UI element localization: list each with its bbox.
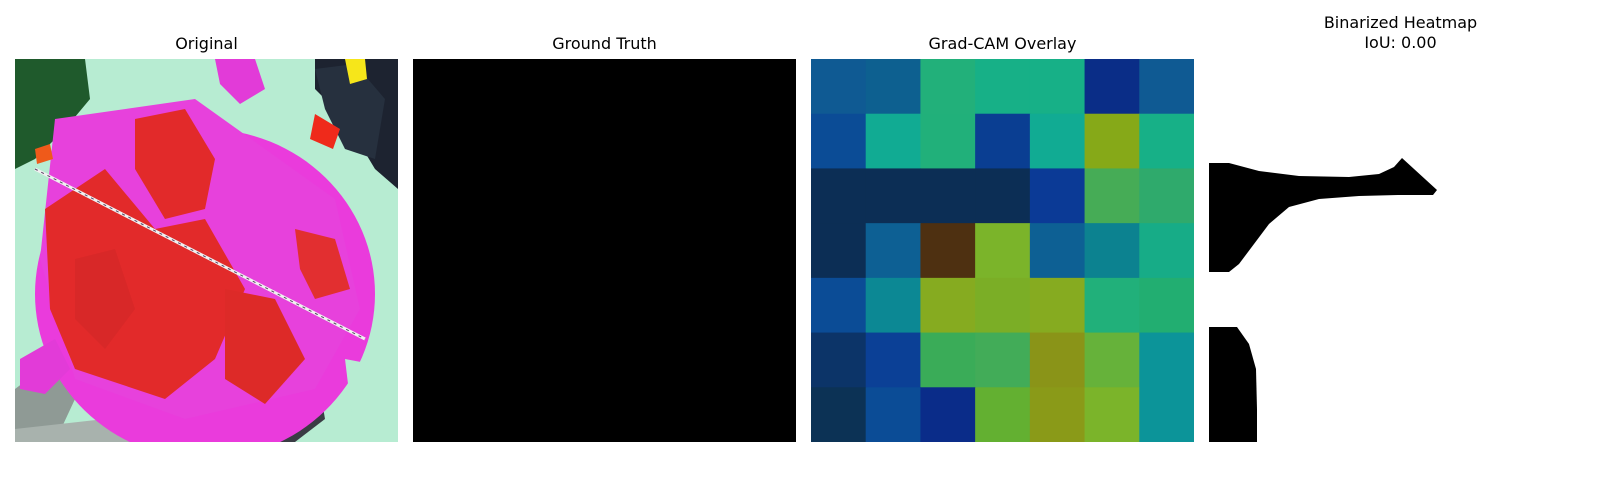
gradcam-cell xyxy=(1029,277,1086,334)
gradcam-cell xyxy=(920,277,976,334)
gradcam-cell xyxy=(811,332,867,388)
gradcam-cell xyxy=(865,387,922,442)
gradcam-overlay-title: Grad-CAM Overlay xyxy=(928,34,1077,53)
gradcam-cell xyxy=(811,59,867,115)
gradcam-cell xyxy=(811,277,867,334)
gradcam-cell xyxy=(975,277,1031,334)
gradcam-overlay-heatmap xyxy=(811,59,1194,442)
gradcam-cell xyxy=(865,277,922,334)
gradcam-cell xyxy=(920,387,976,442)
gradcam-cell xyxy=(1084,168,1140,224)
gradcam-cell xyxy=(811,113,867,170)
gradcam-cell xyxy=(1139,387,1194,442)
gradcam-cell xyxy=(1139,277,1194,334)
gradcam-cell xyxy=(1029,332,1086,388)
gradcam-grid xyxy=(811,59,1194,442)
binarized-heatmap-mask xyxy=(1209,59,1592,442)
gradcam-cell xyxy=(1029,223,1086,279)
original-title: Original xyxy=(175,34,238,53)
ground-truth-title: Ground Truth xyxy=(552,34,657,53)
original-image xyxy=(15,59,398,442)
gradcam-cell xyxy=(1084,59,1140,115)
gradcam-cell xyxy=(975,113,1031,170)
gradcam-cell xyxy=(1084,223,1140,279)
gradcam-cell xyxy=(975,332,1031,388)
gradcam-cell xyxy=(920,223,976,279)
gradcam-cell xyxy=(1084,387,1140,442)
gradcam-cell xyxy=(865,332,922,388)
gradcam-cell xyxy=(865,223,922,279)
gradcam-cell xyxy=(1084,277,1140,334)
gradcam-cell xyxy=(920,332,976,388)
gradcam-cell xyxy=(1084,332,1140,388)
gradcam-cell xyxy=(1139,332,1194,388)
gradcam-cell xyxy=(1139,223,1194,279)
binarized-heatmap-title-text: Binarized Heatmap xyxy=(1323,13,1478,32)
gradcam-cell xyxy=(865,168,922,224)
gradcam-cell xyxy=(1029,59,1086,115)
gradcam-cell xyxy=(865,59,922,115)
binarized-heatmap-title: Binarized Heatmap IoU: 0.00 xyxy=(1209,13,1592,53)
gradcam-cell xyxy=(975,59,1031,115)
gradcam-cell xyxy=(1029,113,1086,170)
gradcam-cell xyxy=(1139,113,1194,170)
gradcam-cell xyxy=(920,59,976,115)
gradcam-cell xyxy=(1139,168,1194,224)
ground-truth-mask xyxy=(413,59,796,442)
gradcam-cell xyxy=(811,387,867,442)
original-leaf-picture xyxy=(15,59,398,442)
gradcam-cell xyxy=(975,387,1031,442)
gradcam-cell xyxy=(1029,168,1086,224)
gradcam-cell xyxy=(865,113,922,170)
gradcam-cell xyxy=(920,168,976,224)
gradcam-cell xyxy=(1029,387,1086,442)
gradcam-cell xyxy=(975,168,1031,224)
iou-score-label: IoU: 0.00 xyxy=(1364,33,1437,52)
gradcam-cell xyxy=(811,223,867,279)
gradcam-cell xyxy=(1084,113,1140,170)
gradcam-cell xyxy=(975,223,1031,279)
gradcam-cell xyxy=(811,168,867,224)
binarized-mask-shape xyxy=(1209,158,1437,442)
gradcam-cell xyxy=(1139,59,1194,115)
gradcam-cell xyxy=(920,113,976,170)
